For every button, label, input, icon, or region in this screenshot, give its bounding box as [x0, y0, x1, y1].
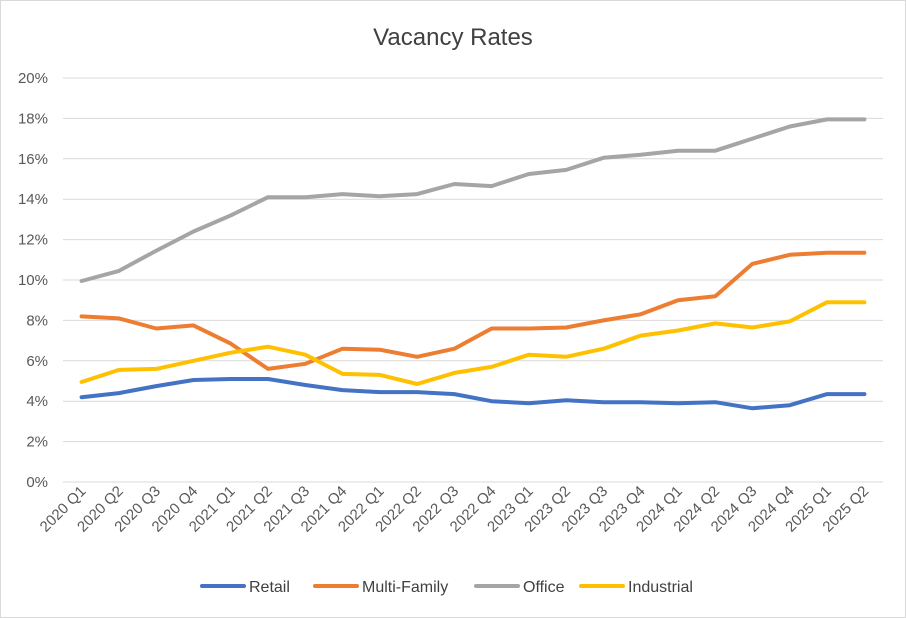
legend-item-industrial: Industrial	[579, 579, 693, 596]
legend-label-office: Office	[523, 579, 565, 596]
y-tick-label: 16%	[18, 151, 48, 168]
legend-item-multi-family: Multi-Family	[313, 579, 448, 596]
y-tick-label: 6%	[26, 353, 48, 370]
legend: Retail Multi-Family Office Industrial	[200, 579, 693, 596]
series-line-multi-family	[79, 250, 867, 371]
series-lines	[79, 117, 867, 411]
y-tick-label: 0%	[26, 474, 48, 491]
y-tick-label: 10%	[18, 272, 48, 289]
legend-item-retail: Retail	[200, 579, 290, 596]
y-tick-label: 18%	[18, 110, 48, 127]
y-tick-label: 12%	[18, 232, 48, 249]
y-tick-label: 2%	[26, 434, 48, 451]
legend-label-retail: Retail	[249, 579, 290, 596]
series-line-industrial	[79, 300, 867, 386]
y-tick-label: 8%	[26, 312, 48, 329]
legend-label-industrial: Industrial	[628, 579, 693, 596]
y-tick-label: 20%	[18, 70, 48, 87]
series-line-office	[79, 117, 867, 283]
series-line-retail	[79, 377, 867, 411]
chart-title: Vacancy Rates	[373, 24, 533, 51]
legend-item-office: Office	[474, 579, 565, 596]
legend-label-multi-family: Multi-Family	[362, 579, 448, 596]
gridlines	[63, 77, 883, 483]
y-tick-label: 4%	[26, 393, 48, 410]
y-tick-label: 14%	[18, 191, 48, 208]
y-axis: 0% 2% 4% 6% 8% 10% 12% 14% 16% 18% 20%	[18, 70, 48, 491]
